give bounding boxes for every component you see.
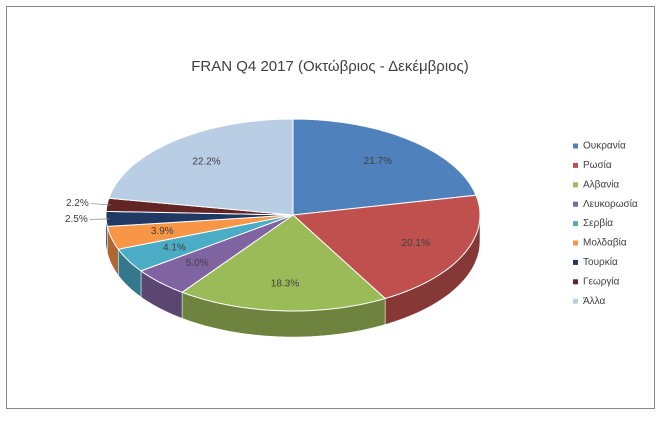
data-label: 3.9% (151, 226, 174, 237)
slice (292, 118, 477, 216)
legend-swatch (573, 162, 578, 168)
slice (139, 214, 294, 293)
slice (291, 194, 481, 300)
data-label: 2.5% (65, 214, 88, 225)
data-label: 2.2% (66, 198, 89, 209)
legend-swatch (573, 182, 578, 188)
data-label: 18.3% (271, 279, 299, 290)
data-label: 20.1% (402, 238, 430, 249)
leader-line (89, 218, 110, 220)
slice (108, 118, 294, 216)
legend-swatch (573, 259, 578, 265)
legend-swatch (573, 221, 578, 227)
data-label: 4.1% (163, 242, 186, 253)
legend-label: Μολδαβία (583, 237, 627, 249)
legend-label: Γεωργία (583, 275, 620, 287)
legend-label: Αλβανία (583, 178, 619, 190)
legend-swatch (573, 240, 578, 246)
legend-swatch (573, 279, 578, 285)
legend-label: Ρωσία (583, 159, 612, 171)
legend-label: Τουρκία (583, 256, 618, 268)
data-label: 5.0% (186, 258, 209, 269)
legend-swatch (573, 201, 578, 207)
data-label: 22.2% (192, 157, 220, 168)
legend-label: Σερβία (583, 217, 613, 229)
legend-label: Άλλα (583, 296, 606, 307)
legend-label: Ουκρανία (583, 140, 626, 152)
legend-label: Λευκορωσία (583, 198, 638, 210)
data-label: 21.7% (364, 156, 392, 167)
slice (181, 214, 387, 312)
chart-title: FRAN Q4 2017 (Οκτώβριος - Δεκέμβριος) (191, 58, 468, 75)
legend-swatch (573, 143, 578, 149)
slice (117, 214, 294, 272)
leader-line (90, 203, 111, 206)
legend-swatch (573, 298, 578, 304)
